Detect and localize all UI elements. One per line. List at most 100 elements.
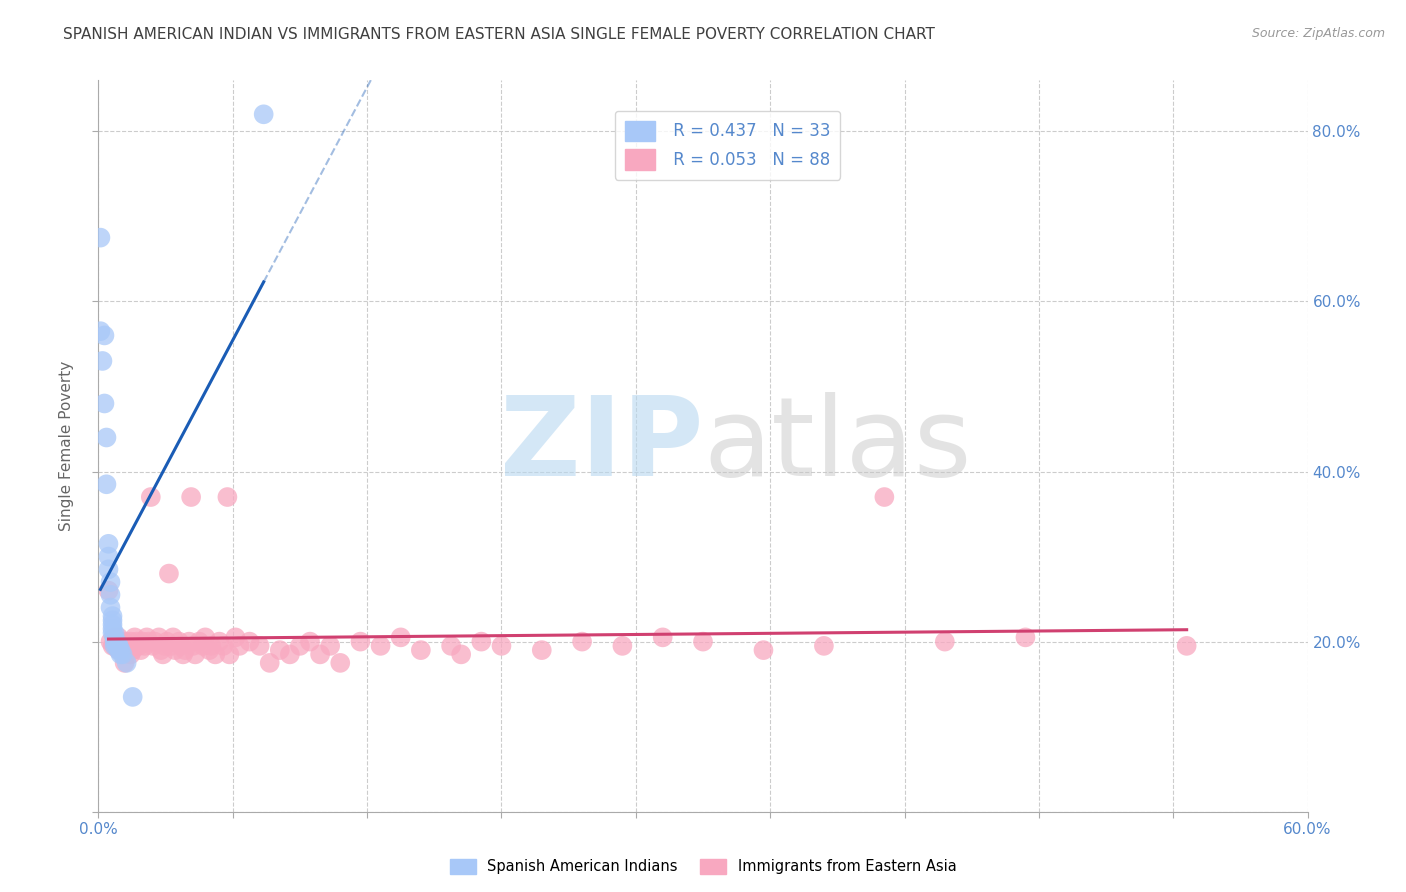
- Point: [179, 634, 201, 648]
- Point: [813, 639, 835, 653]
- Point: [269, 643, 291, 657]
- Point: [118, 639, 141, 653]
- Point: [470, 634, 492, 648]
- Point: [103, 626, 125, 640]
- Point: [120, 648, 142, 662]
- Point: [107, 643, 129, 657]
- Point: [873, 490, 896, 504]
- Point: [218, 648, 240, 662]
- Point: [101, 626, 124, 640]
- Point: [93, 328, 115, 343]
- Point: [149, 643, 172, 657]
- Point: [160, 639, 183, 653]
- Text: atlas: atlas: [703, 392, 972, 500]
- Point: [180, 490, 202, 504]
- Point: [571, 634, 593, 648]
- Point: [193, 639, 215, 653]
- Point: [181, 639, 204, 653]
- Point: [152, 648, 174, 662]
- Point: [651, 631, 673, 645]
- Point: [105, 639, 128, 653]
- Point: [142, 639, 165, 653]
- Point: [103, 634, 125, 648]
- Legend: Spanish American Indians, Immigrants from Eastern Asia: Spanish American Indians, Immigrants fro…: [444, 853, 962, 880]
- Text: Source: ZipAtlas.com: Source: ZipAtlas.com: [1251, 27, 1385, 40]
- Point: [174, 643, 197, 657]
- Point: [101, 639, 124, 653]
- Point: [100, 575, 122, 590]
- Point: [121, 643, 143, 657]
- Text: ZIP: ZIP: [499, 392, 703, 500]
- Point: [934, 634, 956, 648]
- Point: [612, 639, 634, 653]
- Point: [409, 643, 432, 657]
- Point: [530, 643, 553, 657]
- Point: [253, 107, 276, 121]
- Point: [752, 643, 775, 657]
- Point: [188, 634, 211, 648]
- Point: [115, 656, 138, 670]
- Point: [101, 609, 124, 624]
- Point: [1175, 639, 1198, 653]
- Point: [259, 656, 281, 670]
- Point: [1014, 631, 1036, 645]
- Point: [105, 634, 128, 648]
- Point: [97, 583, 120, 598]
- Point: [89, 230, 111, 244]
- Point: [107, 639, 129, 653]
- Point: [132, 634, 155, 648]
- Point: [184, 648, 207, 662]
- Point: [319, 639, 342, 653]
- Point: [134, 639, 156, 653]
- Point: [309, 648, 332, 662]
- Point: [96, 430, 118, 444]
- Point: [349, 634, 371, 648]
- Point: [143, 634, 166, 648]
- Point: [204, 648, 226, 662]
- Point: [128, 639, 150, 653]
- Point: [288, 639, 311, 653]
- Point: [157, 566, 180, 581]
- Point: [124, 639, 146, 653]
- Point: [172, 648, 194, 662]
- Text: SPANISH AMERICAN INDIAN VS IMMIGRANTS FROM EASTERN ASIA SINGLE FEMALE POVERTY CO: SPANISH AMERICAN INDIAN VS IMMIGRANTS FR…: [63, 27, 935, 42]
- Point: [299, 634, 322, 648]
- Point: [153, 639, 176, 653]
- Point: [93, 396, 115, 410]
- Point: [135, 631, 157, 645]
- Point: [115, 639, 138, 653]
- Point: [121, 690, 143, 704]
- Point: [329, 656, 352, 670]
- Point: [200, 639, 222, 653]
- Point: [97, 562, 120, 576]
- Point: [101, 613, 124, 627]
- Point: [278, 648, 301, 662]
- Point: [107, 631, 129, 645]
- Point: [208, 634, 231, 648]
- Point: [212, 639, 235, 653]
- Point: [440, 639, 463, 653]
- Point: [110, 634, 132, 648]
- Point: [148, 631, 170, 645]
- Point: [111, 648, 134, 662]
- Point: [370, 639, 392, 653]
- Point: [124, 631, 146, 645]
- Point: [114, 656, 136, 670]
- Point: [101, 622, 124, 636]
- Point: [97, 537, 120, 551]
- Point: [167, 634, 190, 648]
- Point: [103, 639, 125, 653]
- Point: [217, 490, 239, 504]
- Point: [96, 477, 118, 491]
- Point: [110, 648, 132, 662]
- Point: [198, 643, 221, 657]
- Point: [103, 639, 125, 653]
- Point: [491, 639, 513, 653]
- Point: [156, 634, 179, 648]
- Legend:  R = 0.437   N = 33,  R = 0.053   N = 88: R = 0.437 N = 33, R = 0.053 N = 88: [614, 111, 841, 179]
- Point: [103, 631, 125, 645]
- Point: [101, 617, 124, 632]
- Point: [89, 324, 111, 338]
- Point: [107, 639, 129, 653]
- Point: [228, 639, 250, 653]
